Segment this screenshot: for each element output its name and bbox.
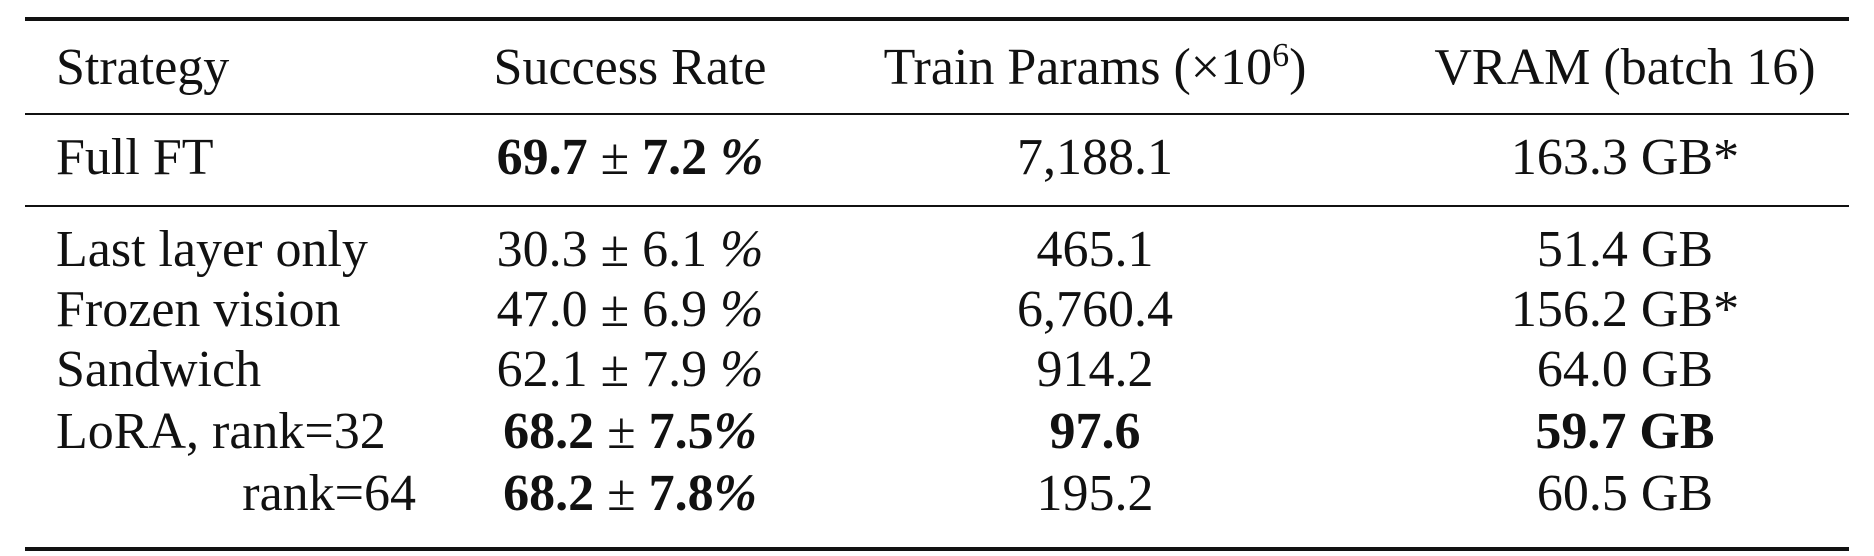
row-success-rate: 30.3 ± 6.1 % bbox=[440, 220, 820, 280]
row-params: 914.2 bbox=[1036, 341, 1154, 398]
success-std: 6.9 bbox=[642, 281, 708, 338]
success-mean: 47.0 bbox=[496, 281, 588, 338]
table-row: Frozen vision 47.0 ± 6.9 % 6,760.4 156.2… bbox=[0, 280, 1874, 340]
success-mean: 69.7 bbox=[496, 129, 588, 186]
header-vram: VRAM (batch 16) bbox=[1434, 39, 1816, 96]
header-train-params: Train Params (×106) bbox=[855, 38, 1335, 98]
row-params: 195.2 bbox=[1036, 465, 1154, 522]
success-std: 7.9 bbox=[642, 341, 708, 398]
row-params: 97.6 bbox=[1049, 403, 1141, 460]
table-row: Last layer only 30.3 ± 6.1 % 465.1 51.4 … bbox=[0, 220, 1874, 280]
success-unit: % bbox=[713, 465, 757, 522]
row-vram: 59.7 GB bbox=[1535, 403, 1715, 460]
header-success-rate: Success Rate bbox=[493, 39, 767, 96]
table-row: LoRA, rank=32 68.2 ± 7.5% 97.6 59.7 GB bbox=[0, 402, 1874, 462]
plus-minus: ± bbox=[600, 129, 630, 186]
success-mean: 30.3 bbox=[496, 221, 588, 278]
row-success-rate: 68.2 ± 7.5% bbox=[440, 402, 820, 462]
plus-minus: ± bbox=[600, 281, 630, 338]
success-unit: % bbox=[720, 129, 764, 186]
plus-minus: ± bbox=[600, 221, 630, 278]
success-mean: 68.2 bbox=[503, 403, 595, 460]
header-strategy: Strategy bbox=[56, 39, 230, 96]
row-params: 7,188.1 bbox=[1017, 129, 1173, 186]
plus-minus: ± bbox=[600, 341, 630, 398]
header-train-params-exp: 6 bbox=[1272, 37, 1290, 74]
row-success-rate: 69.7 ± 7.2 % bbox=[440, 128, 820, 188]
success-mean: 68.2 bbox=[503, 465, 595, 522]
success-std: 7.2 bbox=[642, 129, 708, 186]
row-vram: 64.0 GB bbox=[1536, 341, 1714, 398]
row-success-rate: 62.1 ± 7.9 % bbox=[440, 340, 820, 400]
header-train-params-prefix: Train Params (×10 bbox=[883, 39, 1273, 96]
header-row: Strategy Success Rate Train Params (×106… bbox=[0, 38, 1874, 98]
success-std: 7.8 bbox=[648, 465, 714, 522]
row-strategy: rank=64 bbox=[242, 465, 416, 522]
top-rule bbox=[25, 17, 1849, 21]
table-row: Sandwich 62.1 ± 7.9 % 914.2 64.0 GB bbox=[0, 340, 1874, 400]
row-strategy: LoRA, rank=32 bbox=[56, 403, 386, 460]
row-params: 6,760.4 bbox=[1017, 281, 1173, 338]
success-unit: % bbox=[720, 281, 764, 338]
row-strategy: Full FT bbox=[56, 129, 214, 186]
row-vram: 163.3 GB* bbox=[1510, 129, 1740, 186]
row-strategy: Last layer only bbox=[56, 221, 368, 278]
row-strategy: Frozen vision bbox=[56, 281, 341, 338]
bottom-rule bbox=[25, 547, 1849, 551]
table-row: Full FT 69.7 ± 7.2 % 7,188.1 163.3 GB* bbox=[0, 128, 1874, 188]
plus-minus: ± bbox=[607, 465, 636, 522]
success-std: 7.5 bbox=[648, 403, 714, 460]
row-success-rate: 47.0 ± 6.9 % bbox=[440, 280, 820, 340]
row-success-rate: 68.2 ± 7.8% bbox=[440, 464, 820, 524]
section-rule bbox=[25, 205, 1849, 207]
success-mean: 62.1 bbox=[496, 341, 588, 398]
table-row: rank=64 68.2 ± 7.8% 195.2 60.5 GB bbox=[0, 464, 1874, 524]
row-vram: 156.2 GB* bbox=[1510, 281, 1740, 338]
row-vram: 51.4 GB bbox=[1536, 221, 1714, 278]
row-vram: 60.5 GB bbox=[1536, 465, 1714, 522]
plus-minus: ± bbox=[607, 403, 636, 460]
success-std: 6.1 bbox=[642, 221, 708, 278]
header-train-params-suffix: ) bbox=[1289, 39, 1307, 96]
success-unit: % bbox=[713, 403, 757, 460]
header-rule bbox=[25, 113, 1849, 115]
row-params: 465.1 bbox=[1036, 221, 1154, 278]
success-unit: % bbox=[720, 221, 764, 278]
success-unit: % bbox=[720, 341, 764, 398]
row-strategy: Sandwich bbox=[56, 341, 262, 398]
